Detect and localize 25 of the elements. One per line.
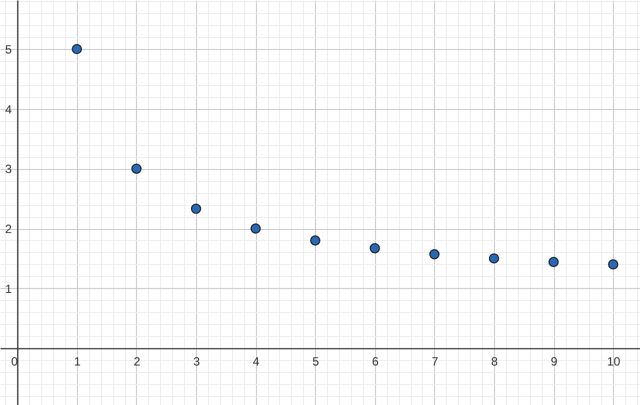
y-tick-label: 4 — [5, 102, 12, 116]
y-tick-label: 1 — [5, 282, 12, 296]
point — [548, 256, 559, 268]
y-tick-label: 2 — [5, 222, 12, 236]
y-tick-label: 3 — [5, 162, 12, 176]
x-tick-label: 10 — [607, 354, 621, 369]
point — [131, 164, 142, 174]
y-tick-label: 5 — [5, 42, 12, 57]
x-tick-label: 5 — [312, 354, 320, 369]
x-tick-label: 4 — [252, 354, 260, 369]
point — [72, 44, 82, 54]
x-tick-label: 7 — [432, 354, 439, 369]
x-tick-label: 9 — [550, 354, 558, 369]
x-tick-label: 1 — [74, 354, 82, 369]
x-tick-label: 2 — [134, 354, 141, 369]
point — [250, 223, 261, 234]
point — [370, 243, 380, 254]
x-tick-label: 6 — [372, 354, 379, 369]
point — [488, 253, 500, 264]
point — [310, 235, 320, 246]
x-tick-label: 3 — [193, 354, 200, 369]
x-tick-label: 8 — [491, 354, 498, 369]
point — [429, 249, 440, 260]
point — [190, 204, 202, 214]
point — [608, 259, 618, 270]
